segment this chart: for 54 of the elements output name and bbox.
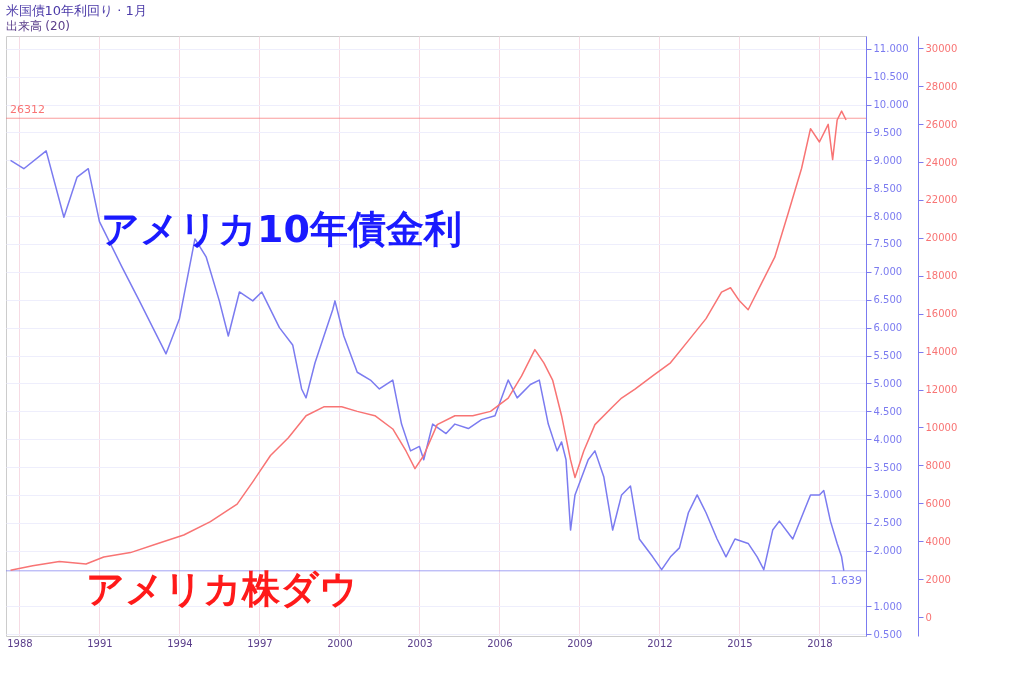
- x-tick-label: 1994: [167, 637, 193, 649]
- y2-tick-label: 0: [925, 611, 932, 623]
- y-tick-label: 6.000: [873, 322, 903, 334]
- annotation: アメリカ株ダウ: [86, 567, 358, 611]
- y2-tick-label: 20000: [925, 232, 958, 244]
- y2-tick-label: 18000: [925, 270, 958, 282]
- y-tick-label: 6.500: [873, 294, 903, 306]
- y-tick-label: 3.000: [873, 489, 903, 501]
- y-tick-label: 10.500: [873, 71, 909, 83]
- x-tick-label: 2006: [487, 637, 513, 649]
- y-tick-label: 7.000: [873, 266, 903, 278]
- y2-tick-label: 28000: [925, 80, 958, 92]
- y2-tick-label: 2000: [925, 573, 951, 585]
- y-tick-label: 2.000: [873, 545, 903, 557]
- y2-tick-label: 30000: [925, 42, 958, 54]
- y-tick-label: 4.500: [873, 405, 903, 417]
- y-tick-label: 5.500: [873, 350, 903, 362]
- x-tick-label: 2015: [727, 637, 753, 649]
- x-tick-label: 2003: [407, 637, 433, 649]
- y2-tick-label: 16000: [925, 308, 958, 320]
- y-tick-label: 7.500: [873, 238, 903, 250]
- y-tick-label: 8.500: [873, 182, 903, 194]
- x-tick-label: 2018: [807, 637, 833, 649]
- y2-tick-label: 24000: [925, 156, 958, 168]
- y2-tick-label: 8000: [925, 459, 951, 471]
- ref-line-label: 26312: [10, 103, 45, 117]
- y-tick-label: 10.000: [873, 99, 909, 111]
- y-tick-label: 5.000: [873, 377, 903, 389]
- y-tick-label: 9.000: [873, 154, 903, 166]
- y2-tick-label: 22000: [925, 194, 958, 206]
- y2-tick-label: 14000: [925, 346, 958, 358]
- y2-tick-label: 4000: [925, 535, 951, 547]
- y-tick-label: 2.500: [873, 517, 903, 529]
- x-tick-label: 2000: [327, 637, 353, 649]
- chart-subtitle: 出来高 (20): [5, 19, 70, 33]
- y-tick-label: 3.500: [873, 461, 903, 473]
- x-tick-label: 2012: [647, 637, 673, 649]
- x-tick-label: 1997: [247, 637, 273, 649]
- y-tick-label: 1.000: [873, 600, 903, 612]
- ref-line-label: 1.639: [830, 573, 862, 587]
- y-tick-label: 9.500: [873, 126, 903, 138]
- y-tick-label: 11.000: [873, 43, 909, 55]
- annotation: アメリカ10年債金利: [101, 207, 462, 251]
- y2-tick-label: 12000: [925, 384, 958, 396]
- y2-tick-label: 6000: [925, 497, 951, 509]
- y2-tick-label: 26000: [925, 118, 958, 130]
- x-tick-label: 1991: [87, 637, 113, 649]
- y-tick-label: 0.500: [873, 628, 903, 640]
- x-tick-label: 2009: [567, 637, 593, 649]
- y-tick-label: 8.000: [873, 210, 903, 222]
- chart-title: 米国債10年利回り · 1月: [5, 3, 147, 18]
- y2-tick-label: 10000: [925, 421, 958, 433]
- y-tick-label: 4.000: [873, 433, 903, 445]
- x-tick-label: 1988: [7, 637, 33, 649]
